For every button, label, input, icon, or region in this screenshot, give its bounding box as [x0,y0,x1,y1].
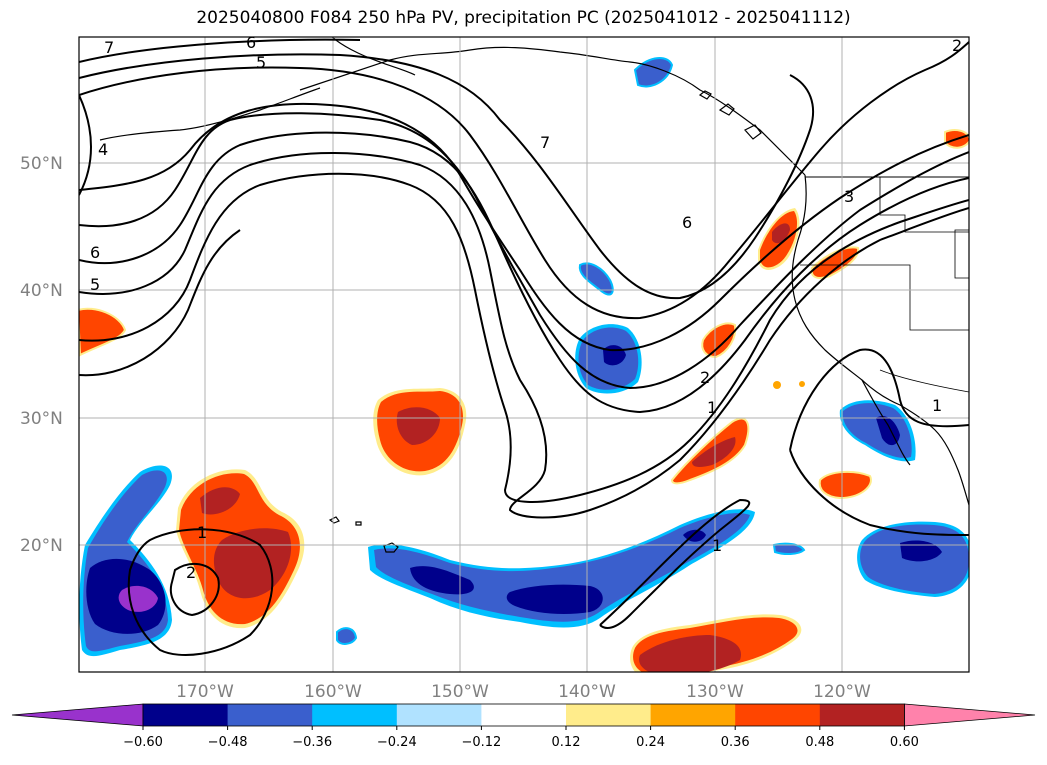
contour-label: 3 [844,187,854,206]
contour-label: 6 [90,243,100,262]
colorbar-tick-label: 0.12 [552,735,581,750]
lon-label: 120°W [813,682,871,702]
colorbar-segment [650,704,736,726]
colorbar-segment [227,704,313,726]
colorbar: −0.60 −0.48 −0.36 −0.24 −0.12 0.12 0.24 0.36 0.4… [11,703,1036,750]
contour-labels: 7 6 5 4 6 5 7 6 3 2 1 1 1 2 1 2 [90,33,962,582]
colorbar-segment [735,704,821,726]
colorbar-tick-label: 0.48 [805,735,834,750]
contour-label: 7 [104,38,114,57]
shade-pos-r [773,381,781,389]
contour-label: 2 [952,36,962,55]
lon-labels: 170°W 160°W 150°W 140°W 130°W 120°W [176,682,871,702]
map-frame [78,36,970,673]
colorbar-tick-label: 0.60 [890,735,919,750]
colorbar-tick-label: 0.36 [721,735,750,750]
shade-pos-s [799,381,805,387]
contour-label: 2 [700,368,710,387]
colorbar-tick-label: −0.12 [461,735,501,750]
contour-label: 4 [98,140,108,159]
colorbar-segment [819,704,905,726]
shade-neg-band-mid [374,513,750,622]
lat-label: 40°N [20,281,63,301]
contour-label: 5 [256,53,266,72]
contour-label: 1 [932,396,942,415]
shade-neg-band-dark1 [410,566,474,595]
contour-label: 1 [197,523,207,542]
contour-label: 2 [186,563,196,582]
precip-shading [79,57,969,672]
colorbar-outline [142,703,905,727]
contour-label: 6 [246,33,256,52]
contour-label: 1 [707,398,717,417]
colorbar-segment [312,704,398,726]
colorbar-tick-label: −0.24 [377,735,417,750]
lat-label: 30°N [20,409,63,429]
shade-pos-m [79,307,127,357]
contour-label: 1 [712,536,722,555]
contour-label: 5 [90,275,100,294]
lon-label: 140°W [558,682,616,702]
lon-label: 150°W [431,682,489,702]
colorbar-tick-label: −0.48 [208,735,248,750]
shade-pos-mid-dark [396,407,440,445]
coastlines [99,37,969,553]
contour-label: 7 [540,133,550,152]
lat-label: 50°N [20,154,63,174]
shade-neg-q [772,542,806,556]
shade-pos-sw-dark1 [200,487,240,515]
shade-neg-band-dark2 [506,584,603,614]
shade-neg-p [336,627,358,645]
lat-labels: 50°N 40°N 30°N 20°N [20,154,63,556]
colorbar-extend-max [904,703,1036,727]
contour-label: 6 [682,213,692,232]
shade-pos-j [818,470,872,500]
colorbar-tick-label: −0.36 [292,735,332,750]
colorbar-segment [396,704,482,726]
lat-label: 20°N [20,536,63,556]
shade-neg-l-dark [900,540,942,562]
chart-title: 2025040800 F084 250 hPa PV, precipitatio… [196,8,851,28]
shade-pos-f [810,246,860,279]
shade-pos-h-dark [692,437,736,467]
lon-label: 170°W [176,682,234,702]
colorbar-segment [566,704,652,726]
colorbar-segment [143,704,229,726]
colorbar-tick-label: −0.60 [123,735,163,750]
colorbar-tick-label: 0.24 [636,735,665,750]
shade-neg-o [633,57,674,88]
shade-neg-d [578,262,614,296]
colorbar-segment [481,704,567,726]
shade-pos-g [701,322,737,359]
lon-label: 130°W [686,682,744,702]
pv-contours [79,38,969,656]
colorbar-extend-min [11,703,144,727]
lon-label: 160°W [304,682,362,702]
